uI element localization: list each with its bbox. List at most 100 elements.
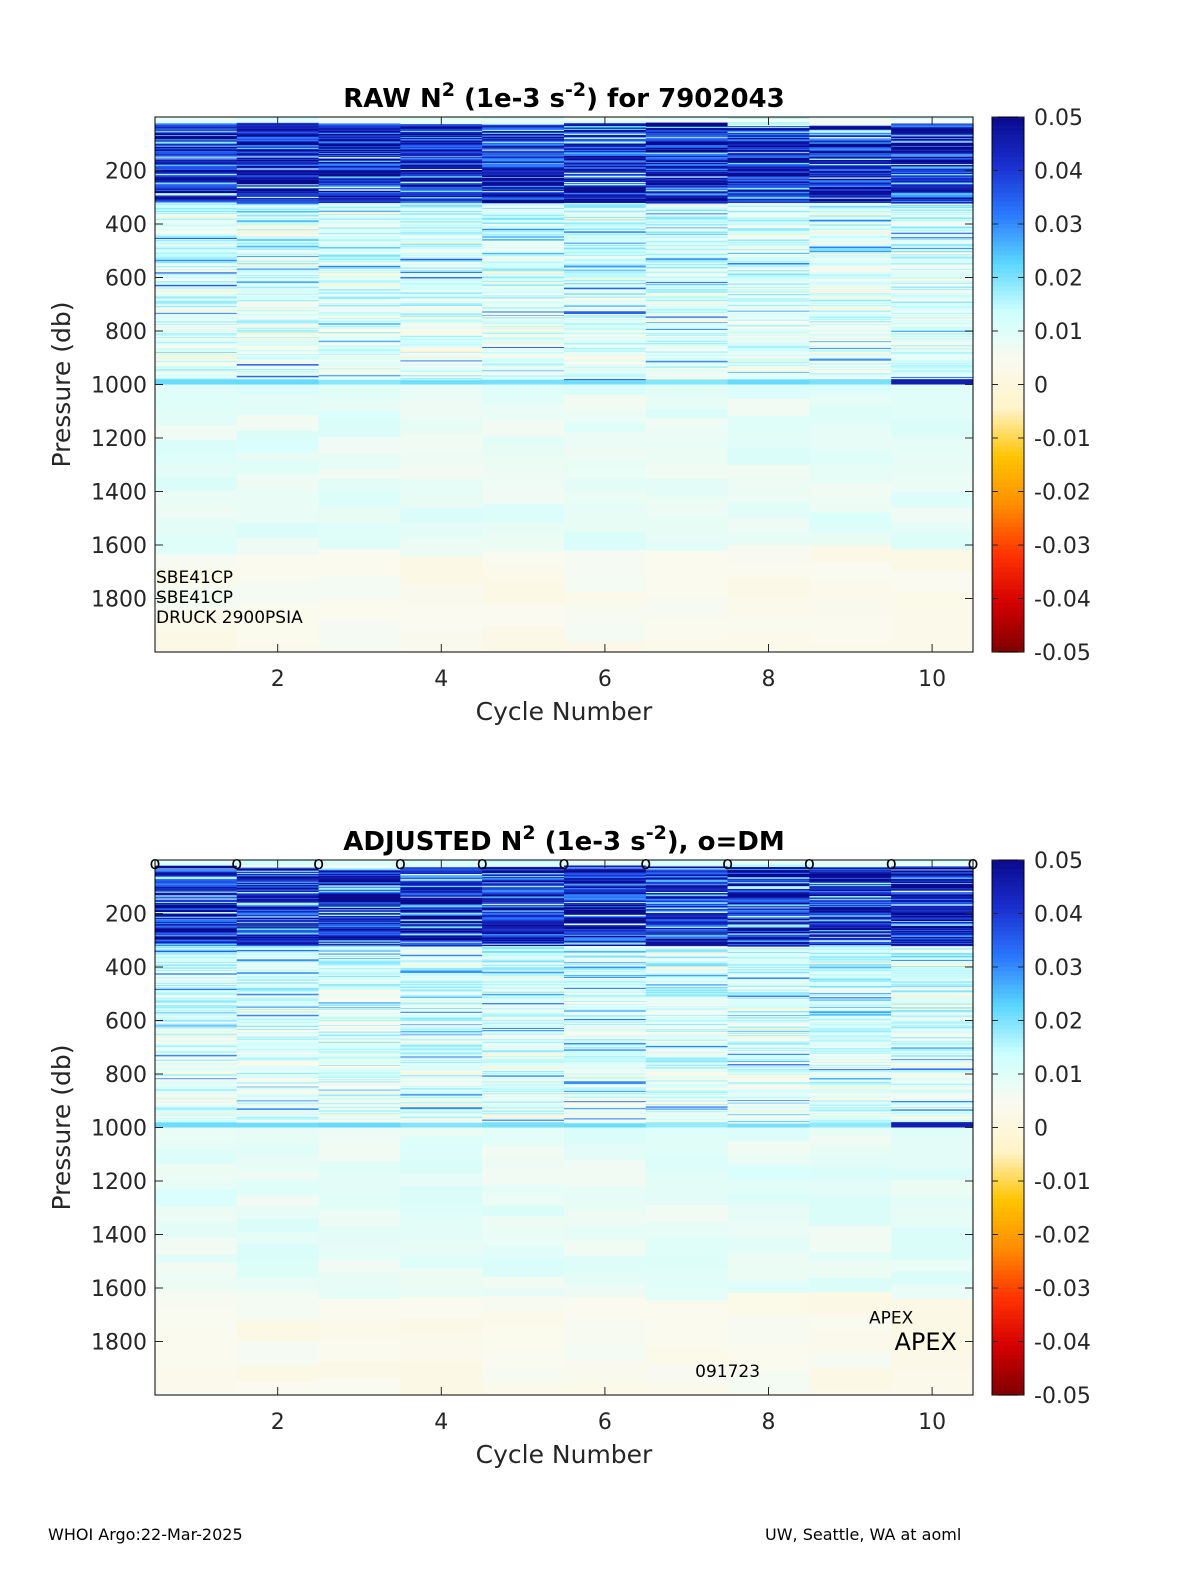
- heatmap-cell: [236, 904, 320, 906]
- heatmap-cell: [891, 368, 974, 370]
- heatmap-cell: [318, 1043, 401, 1045]
- heatmap-cell: [564, 201, 647, 204]
- heatmap-cell: [482, 222, 565, 225]
- heatmap-cell: [809, 927, 892, 929]
- heatmap-cell: [155, 202, 238, 204]
- heatmap-cell: [891, 340, 974, 343]
- heatmap-cell: [809, 911, 892, 914]
- heatmap-cell: [155, 895, 238, 897]
- heatmap-cell: [318, 288, 401, 290]
- heatmap-cell: [564, 1007, 647, 1010]
- heatmap-cell: [400, 1020, 483, 1022]
- heatmap-cell: [482, 882, 565, 884]
- heatmap-cell: [564, 550, 647, 576]
- heatmap-cell: [155, 289, 238, 292]
- heatmap-cell: [155, 940, 238, 943]
- heatmap-cell: [318, 959, 401, 961]
- heatmap-cell: [400, 1084, 483, 1087]
- heatmap-cell: [236, 253, 320, 256]
- heatmap-cell: [236, 1057, 320, 1060]
- heatmap-cell: [236, 294, 320, 297]
- heatmap-cell: [318, 1036, 401, 1039]
- heatmap-cell: [891, 360, 974, 363]
- heatmap-cell: [236, 941, 320, 944]
- heatmap-cell: [155, 898, 238, 901]
- heatmap-cell: [645, 330, 729, 332]
- heatmap-cell: [564, 867, 647, 869]
- heatmap-cell: [727, 261, 810, 264]
- heatmap-cell: [236, 185, 320, 187]
- heatmap-cell: [482, 1094, 565, 1097]
- heatmap-cell: [645, 246, 729, 249]
- heatmap-cell: [891, 372, 974, 374]
- heatmap-cell: [891, 321, 974, 324]
- heatmap-cell: [318, 1111, 401, 1114]
- heatmap-cell: [727, 1012, 810, 1014]
- heatmap-cell: [318, 306, 401, 309]
- heatmap-cell: [155, 1044, 238, 1047]
- heatmap-cell: [318, 1050, 401, 1054]
- heatmap-cell: [482, 1108, 565, 1111]
- heatmap-cell: [318, 1102, 401, 1104]
- heatmap-cell: [482, 871, 565, 874]
- heatmap-cell: [482, 256, 565, 259]
- heatmap-cell: [645, 170, 729, 172]
- heatmap-cell: [564, 384, 647, 396]
- heatmap-cell: [236, 1118, 320, 1121]
- heatmap-cell: [482, 1086, 565, 1088]
- heatmap-cell: [891, 235, 974, 237]
- heatmap-cell: [809, 134, 892, 137]
- heatmap-cell: [236, 250, 320, 253]
- heatmap-cell: [564, 942, 647, 944]
- heatmap-cell: [645, 1023, 729, 1026]
- heatmap-cell: [318, 1076, 401, 1079]
- heatmap-cell: [155, 375, 238, 377]
- heatmap-cell: [236, 914, 320, 917]
- heatmap-cell: [891, 140, 974, 142]
- heatmap-cell: [482, 1048, 565, 1051]
- colorbar-segment: [992, 344, 1024, 350]
- heatmap-cell: [155, 265, 238, 267]
- heatmap-cell: [645, 1081, 729, 1084]
- heatmap-cell: [564, 1102, 647, 1105]
- heatmap-cell: [318, 988, 401, 990]
- heatmap-cell: [727, 928, 810, 930]
- heatmap-cell: [400, 360, 483, 362]
- heatmap-cell: [727, 260, 810, 263]
- heatmap-cell: [645, 1064, 729, 1067]
- heatmap-cell: [400, 331, 483, 333]
- heatmap-cell: [236, 1054, 320, 1057]
- heatmap-cell: [318, 1056, 401, 1059]
- heatmap-cell: [482, 238, 565, 240]
- heatmap-cell: [155, 927, 238, 930]
- heatmap-cell: [318, 1161, 401, 1179]
- heatmap-cell: [564, 983, 647, 986]
- heatmap-cell: [482, 210, 565, 213]
- heatmap-cell: [482, 370, 565, 372]
- heatmap-cell: [482, 988, 565, 991]
- heatmap-cell: [645, 237, 729, 240]
- heatmap-cell: [645, 988, 729, 991]
- heatmap-cell: [564, 278, 647, 281]
- colorbar-segment: [992, 134, 1024, 140]
- heatmap-cell: [809, 512, 892, 524]
- heatmap-cell: [318, 171, 401, 174]
- heatmap-cell: [318, 161, 401, 164]
- heatmap-cell: [645, 221, 729, 224]
- heatmap-cell: [564, 932, 647, 935]
- heatmap-cell: [482, 533, 565, 553]
- heatmap-cell: [236, 335, 320, 338]
- heatmap-cell: [727, 183, 810, 185]
- heatmap-cell: [236, 1051, 320, 1054]
- heatmap-cell: [482, 119, 565, 122]
- heatmap-cell: [155, 987, 238, 990]
- heatmap-cell: [809, 255, 892, 258]
- heatmap-cell: [318, 290, 401, 293]
- heatmap-cell: [318, 933, 401, 936]
- heatmap-cell: [155, 875, 238, 877]
- heatmap-cell: [482, 145, 565, 147]
- heatmap-cell: [236, 284, 320, 286]
- heatmap-cell: [564, 886, 647, 889]
- heatmap-cell: [155, 199, 238, 202]
- heatmap-cell: [155, 1012, 238, 1014]
